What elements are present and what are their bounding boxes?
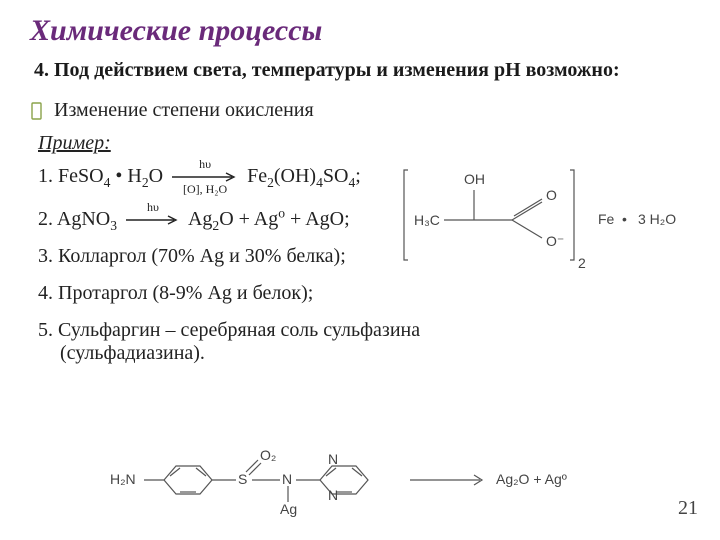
eq2-rhs1-end: + AgO; bbox=[285, 208, 350, 230]
eq1-lhs-post: O bbox=[149, 165, 163, 187]
line-5b: (сульфадиазина). bbox=[60, 342, 205, 364]
sulfadiazine-silver-structure-icon: H₂N S O₂ N Ag N N Ag₂O + Agº bbox=[110, 446, 610, 516]
fe-label: Fe bbox=[598, 211, 615, 227]
water-label: 3 H₂O bbox=[638, 211, 676, 227]
page-number: 21 bbox=[678, 497, 698, 520]
eq2-lsub: 3 bbox=[110, 218, 117, 233]
ag-label: Ag bbox=[280, 501, 297, 517]
eq2-rhs1: Ag bbox=[188, 208, 212, 230]
example-label: Пример: bbox=[38, 132, 690, 155]
bullet-text: Изменение степени окисления bbox=[54, 99, 314, 122]
bottom-rhs: Ag₂O + Agº bbox=[496, 471, 567, 487]
eq1-rpost: ; bbox=[355, 165, 361, 187]
line-4: 4. Протаргол (8-9% Ag и белок); bbox=[38, 282, 690, 305]
bullet-marker-icon bbox=[30, 102, 44, 120]
eq1-sub2: 2 bbox=[142, 175, 149, 190]
eq1-lhs-mid: • H bbox=[110, 165, 141, 187]
eq1-rhs-pre: Fe bbox=[247, 165, 267, 187]
lactate-iron-structure-icon: H₃C OH O O⁻ 2 Fe • 3 H₂O bbox=[402, 160, 702, 280]
o-minus-label: O⁻ bbox=[546, 233, 564, 249]
n-label: N bbox=[282, 471, 292, 487]
line-5: 5. Сульфаргин – серебряная соль сульфази… bbox=[38, 319, 690, 365]
eq1-rsub1: 2 bbox=[267, 175, 274, 190]
eq2-arrow-top: hυ bbox=[147, 201, 159, 215]
eq1-lhs-pre: 1. FeSO bbox=[38, 165, 104, 187]
oh-label: OH bbox=[464, 171, 485, 187]
slide: Химические процессы 4. Под действием све… bbox=[0, 0, 720, 540]
ch3-label: H₃C bbox=[414, 212, 440, 228]
reaction-arrow-icon: hυ [O], H₂O bbox=[170, 171, 240, 183]
eq1-arrow-bottom: [O], H₂O bbox=[183, 183, 227, 197]
bullet-item: Изменение степени окисления bbox=[30, 99, 690, 122]
slide-title: Химические процессы bbox=[30, 14, 690, 48]
eq2-lhs-pre: 2. AgNO bbox=[38, 208, 110, 230]
eq1-rsub2: 4 bbox=[316, 175, 323, 190]
reaction-arrow-icon: hυ bbox=[124, 214, 182, 226]
dot-label: • bbox=[622, 211, 627, 227]
o2-label: O₂ bbox=[260, 447, 276, 463]
slide-subhead: 4. Под действием света, температуры и из… bbox=[34, 58, 690, 83]
eq1-rmid2: SO bbox=[323, 165, 349, 187]
eq1-arrow-top: hυ bbox=[199, 158, 211, 172]
eq2-rhs1-mid: O + Ag bbox=[219, 208, 278, 230]
h2n-label: H₂N bbox=[110, 471, 136, 487]
s-label: S bbox=[238, 471, 247, 487]
ring-n2-label: N bbox=[328, 487, 338, 503]
ring-n1-label: N bbox=[328, 451, 338, 467]
line-5a: 5. Сульфаргин – серебряная соль сульфази… bbox=[38, 319, 420, 341]
bracket-sub-2: 2 bbox=[578, 255, 586, 271]
eq1-rmid1: (OH) bbox=[274, 165, 316, 187]
o-double-label: O bbox=[546, 187, 557, 203]
